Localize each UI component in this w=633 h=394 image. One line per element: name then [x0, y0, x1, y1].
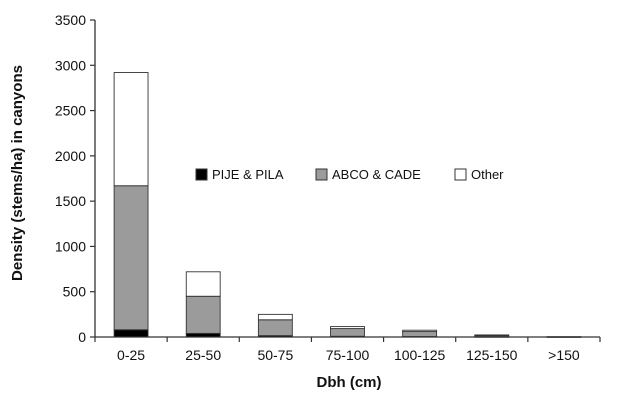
bar-segment [113, 72, 149, 187]
x-tick-label: 50-75 [257, 347, 293, 363]
bar-segment [257, 313, 293, 321]
bar-segment [185, 271, 221, 297]
legend-label: Other [471, 167, 504, 182]
legend-label: PIJE & PILA [212, 167, 284, 182]
y-tick-label: 0 [78, 329, 86, 345]
legend-swatch [454, 168, 467, 181]
axes-group [94, 20, 600, 338]
y-tick-label: 1500 [55, 193, 86, 209]
bars-group [113, 72, 582, 338]
bar-segment [185, 295, 221, 334]
y-tick-label: 2000 [55, 148, 86, 164]
y-tick-label: 1000 [55, 238, 86, 254]
bar-segment [402, 331, 438, 337]
y-tick-label: 2500 [55, 103, 86, 119]
legend-label: ABCO & CADE [332, 167, 421, 182]
bar-segment [330, 328, 365, 337]
y-tick-label: 3500 [55, 12, 86, 28]
legend-swatch [195, 168, 208, 181]
bar-segment [113, 185, 149, 331]
x-tick-label: >150 [548, 347, 580, 363]
x-tick-label: 25-50 [185, 347, 221, 363]
bar-segment [402, 329, 438, 333]
x-axis-title: Dbh (cm) [317, 374, 382, 391]
y-tick-label: 3000 [55, 57, 86, 73]
x-tick-label: 125-150 [466, 347, 518, 363]
x-tick-label: 100-125 [394, 347, 446, 363]
y-axis-title: Density (stems/ha) in canyons [9, 65, 26, 281]
bar-segment [113, 329, 149, 338]
bar-segment [257, 319, 293, 337]
y-axis-ticks: 0 500 1000 1500 2000 2500 3000 3500 [55, 12, 95, 345]
legend-swatch [315, 168, 328, 181]
x-tick-label: 75-100 [326, 347, 370, 363]
bar-segment [474, 334, 510, 337]
x-tick-label: 0-25 [117, 347, 145, 363]
legend: PIJE & PILA ABCO & CADE Other [195, 167, 504, 182]
bar-segment [330, 326, 365, 330]
x-axis-ticks: 0-25 25-50 50-75 75-100 100-125 125-150 >150 [94, 337, 601, 363]
y-tick-label: 500 [63, 284, 87, 300]
